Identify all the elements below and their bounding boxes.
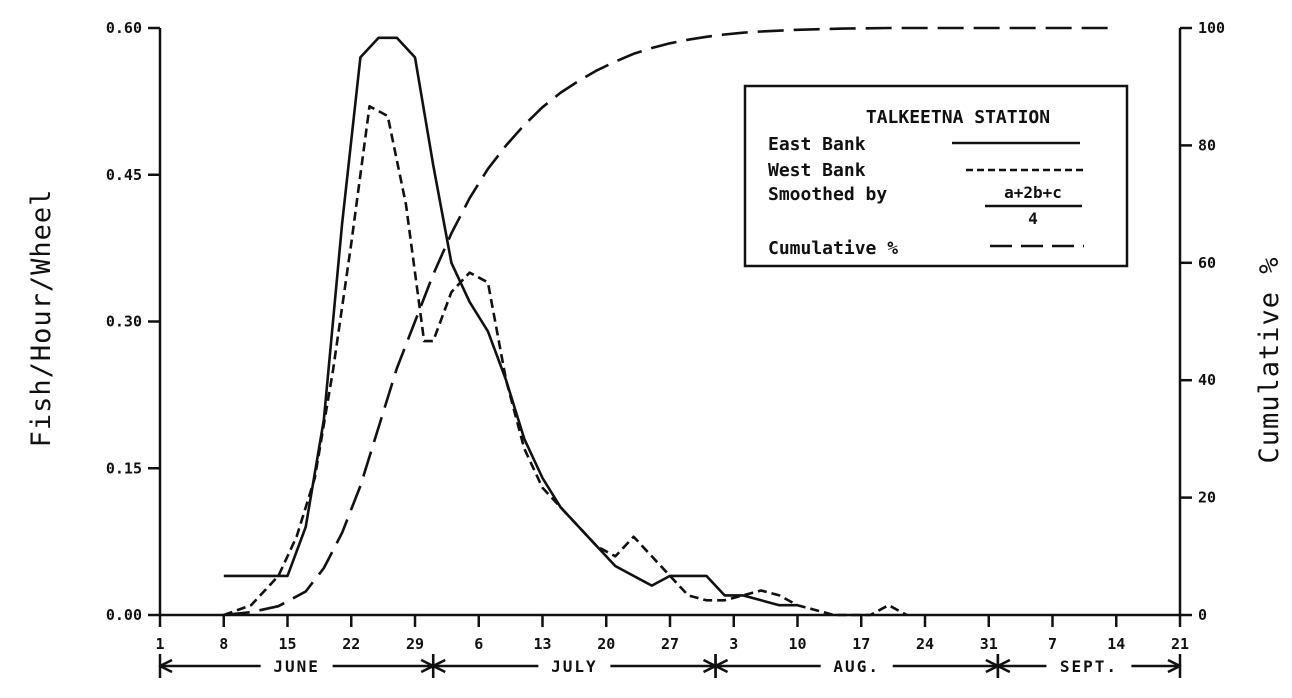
- x-tick-label: 24: [916, 635, 934, 653]
- month-arrowhead-right: [1167, 658, 1182, 674]
- month-label: JULY: [551, 657, 598, 676]
- x-tick-label: 14: [1107, 635, 1125, 653]
- y-tick-label: 0.45: [106, 166, 142, 184]
- x-tick-label: 7: [1048, 635, 1057, 653]
- y2-axis-title: Cumulative %: [1254, 256, 1285, 463]
- y2-tick-label: 20: [1198, 489, 1216, 507]
- legend: TALKEETNA STATION East Bank West Bank Sm…: [743, 84, 1129, 268]
- month-label: JUNE: [273, 657, 320, 676]
- series-line-east-bank: [223, 36, 798, 607]
- x-tick-label: 22: [342, 635, 360, 653]
- x-tick-label: 29: [406, 635, 424, 653]
- legend-formula-denominator: 4: [1028, 209, 1038, 228]
- month-arrowhead-left: [714, 658, 729, 674]
- y2-tick-label: 60: [1198, 254, 1216, 272]
- x-tick-label: 27: [661, 635, 679, 653]
- y2-tick-label: 40: [1198, 371, 1216, 389]
- x-tick-label: 31: [980, 635, 998, 653]
- month-label: AUG.: [833, 657, 880, 676]
- series-line-cumulative: [223, 26, 1117, 617]
- month-bands: JUNE JULY AUG. SEPT.: [158, 654, 1182, 678]
- month-arrowhead-left: [431, 658, 446, 674]
- legend-entry-east-bank: East Bank: [768, 134, 866, 155]
- y-tick-label: 0.15: [106, 459, 142, 477]
- y-axis-title: Fish/Hour/Wheel: [26, 189, 57, 448]
- y2-tick-label: 0: [1198, 606, 1207, 624]
- x-tick-label: 1: [155, 635, 164, 653]
- month-arrowhead-left: [158, 658, 173, 674]
- legend-entry-smoothed: Smoothed by: [768, 184, 887, 205]
- legend-entry-cumulative: Cumulative %: [768, 238, 898, 259]
- legend-box: [743, 84, 1129, 268]
- x-tick-label: 21: [1171, 635, 1189, 653]
- x-tick-label: 13: [533, 635, 551, 653]
- x-tick-label: 20: [597, 635, 615, 653]
- y2-tick-label: 80: [1198, 136, 1216, 154]
- series-lines: [223, 26, 1117, 617]
- legend-title: TALKEETNA STATION: [866, 107, 1050, 128]
- series-line-west-bank: [223, 105, 908, 617]
- legend-entry-west-bank: West Bank: [768, 160, 866, 181]
- x-tick-label: 17: [852, 635, 870, 653]
- y-tick-label: 0.00: [106, 606, 142, 624]
- x-tick-label: 10: [788, 635, 806, 653]
- x-tick-label: 6: [474, 635, 483, 653]
- y2-tick-label: 100: [1198, 19, 1225, 37]
- y-tick-label: 0.30: [106, 313, 142, 331]
- y-tick-label: 0.60: [106, 19, 142, 37]
- month-arrowhead-left: [996, 658, 1011, 674]
- x-tick-label: 8: [219, 635, 228, 653]
- x-tick-label: 15: [278, 635, 296, 653]
- month-label: SEPT.: [1060, 657, 1118, 676]
- x-tick-label: 3: [729, 635, 738, 653]
- legend-formula-numerator: a+2b+c: [1004, 183, 1062, 202]
- tick-marks: 0.00 0.15 0.30 0.45 0.60 0 20 40 60 80 100 1 8 15 22 29…: [106, 19, 1225, 653]
